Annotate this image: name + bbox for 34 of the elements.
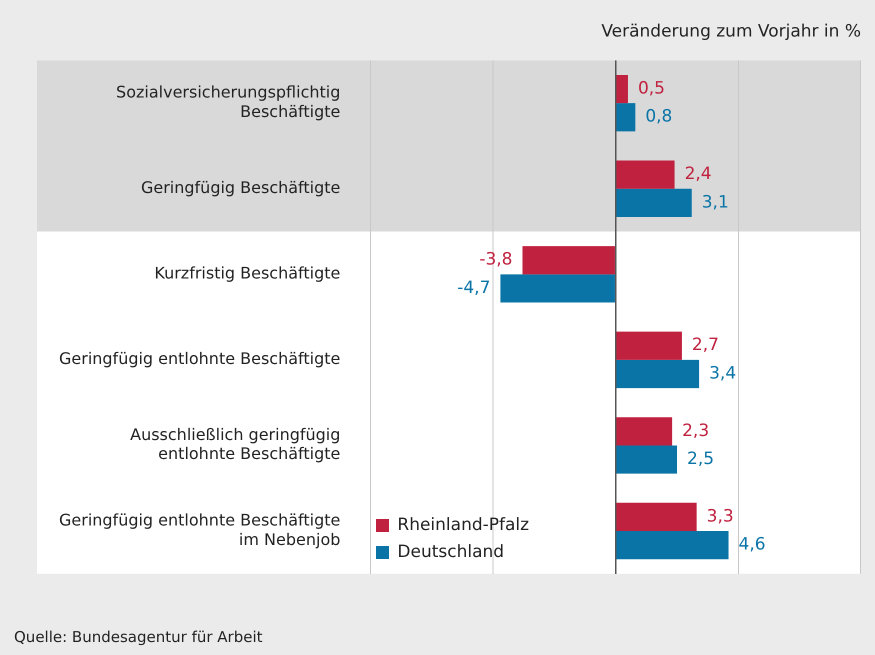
y-tick-label: Kurzfristig Beschäftigte	[154, 263, 340, 282]
y-tick-label: Geringfügig Beschäftigte	[140, 178, 340, 197]
data-label: 0,8	[645, 106, 672, 127]
data-label: 3,4	[709, 363, 736, 384]
bar	[522, 246, 615, 274]
y-tick-label: Ausschließlich geringfügig entlohnte Beschäftigte	[130, 425, 340, 464]
bar	[616, 445, 678, 474]
bar	[616, 332, 682, 360]
data-label: 2,3	[682, 420, 710, 441]
legend-label: Rheinland-Pfalz	[397, 515, 530, 536]
y-tick-label: Geringfügig entlohnte Beschäftigte	[58, 349, 340, 368]
data-label: 0,5	[638, 78, 666, 98]
data-label: -3,8	[479, 250, 512, 270]
bar	[500, 274, 615, 303]
source-note: Quelle: Bundesagentur für Arbeit	[14, 628, 263, 646]
data-label: 2,4	[684, 164, 712, 184]
bar	[616, 74, 628, 104]
bar	[616, 188, 692, 217]
bar	[616, 417, 672, 446]
chart-title: Veränderung zum Vorjahr in %	[601, 22, 861, 42]
data-label: -4,7	[457, 278, 490, 298]
legend-label: Deutschland	[397, 542, 504, 562]
data-label: 2,7	[692, 335, 719, 356]
data-label: 3,1	[702, 192, 729, 212]
y-tick-label: Geringfügig entlohnte Beschäftigte im Nebenjob	[58, 510, 340, 549]
bar	[616, 360, 700, 388]
data-label: 3,3	[706, 506, 734, 526]
bar	[616, 103, 636, 132]
bar	[616, 160, 675, 189]
bar	[616, 531, 729, 560]
bar	[616, 502, 697, 532]
y-tick-label: Sozialversicherungspflichtig Beschäftigte	[116, 82, 340, 121]
data-label: 4,6	[738, 534, 766, 555]
data-label: 2,5	[687, 448, 714, 469]
